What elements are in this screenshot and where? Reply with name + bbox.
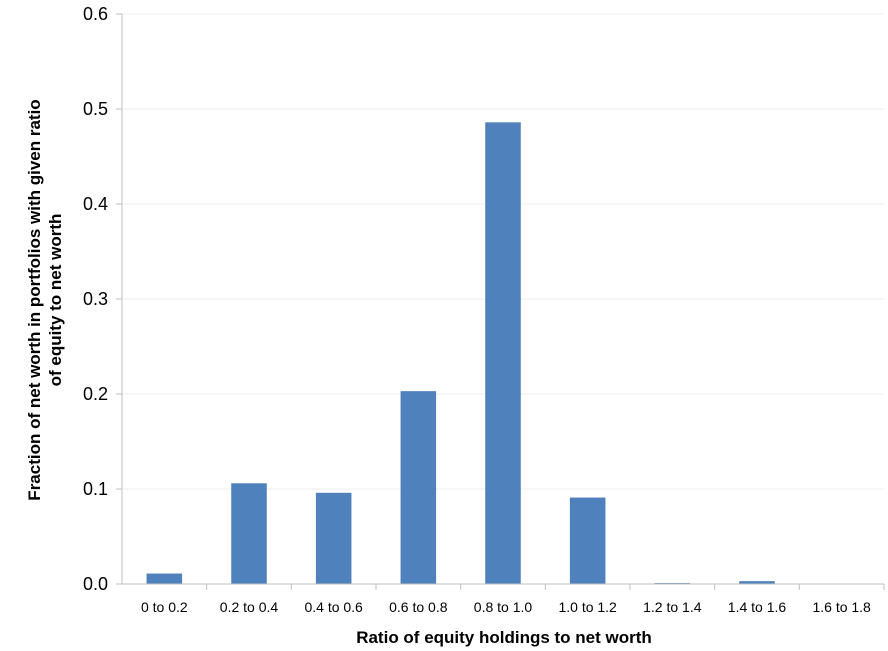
bar (569, 497, 606, 584)
x-tick-label: 1.0 to 1.2 (558, 599, 617, 615)
bar (400, 391, 437, 584)
bar (315, 492, 352, 584)
x-axis-title: Ratio of equity holdings to net worth (356, 628, 652, 647)
bar (146, 573, 183, 584)
x-tick-label: 0.4 to 0.6 (304, 599, 363, 615)
y-axis-title-line-1: Fraction of net worth in portfolios with… (25, 99, 44, 500)
y-tick-label: 0.3 (83, 289, 108, 309)
y-tick-label: 0.0 (83, 574, 108, 594)
y-tick-label: 0.4 (83, 194, 108, 214)
bars (146, 122, 775, 585)
bar (739, 581, 775, 584)
x-tick-label: 1.4 to 1.6 (728, 599, 787, 615)
y-axis-title: Fraction of net worth in portfolios with… (25, 99, 65, 500)
bar (485, 122, 521, 585)
y-axis-title-line-2: of equity to net worth (46, 214, 65, 387)
x-tick-label: 1.6 to 1.8 (812, 599, 871, 615)
x-tick-labels: 0 to 0.2 0.2 to 0.4 0.4 to 0.6 0.6 to 0.8 0.… (141, 599, 871, 615)
y-tick-label: 0.5 (83, 99, 108, 119)
axes (116, 13, 885, 590)
y-tick-label: 0.1 (83, 479, 108, 499)
bar (231, 483, 267, 584)
y-tick-labels: 0.0 0.1 0.2 0.3 0.4 0.5 0.6 (83, 4, 108, 594)
x-tick-label: 0.2 to 0.4 (220, 599, 279, 615)
x-tick-label: 1.2 to 1.4 (643, 599, 702, 615)
x-tick-label: 0 to 0.2 (141, 599, 188, 615)
x-tick-label: 0.6 to 0.8 (389, 599, 448, 615)
x-tick-label: 0.8 to 1.0 (474, 599, 533, 615)
y-tick-label: 0.2 (83, 384, 108, 404)
y-tick-label: 0.6 (83, 4, 108, 24)
